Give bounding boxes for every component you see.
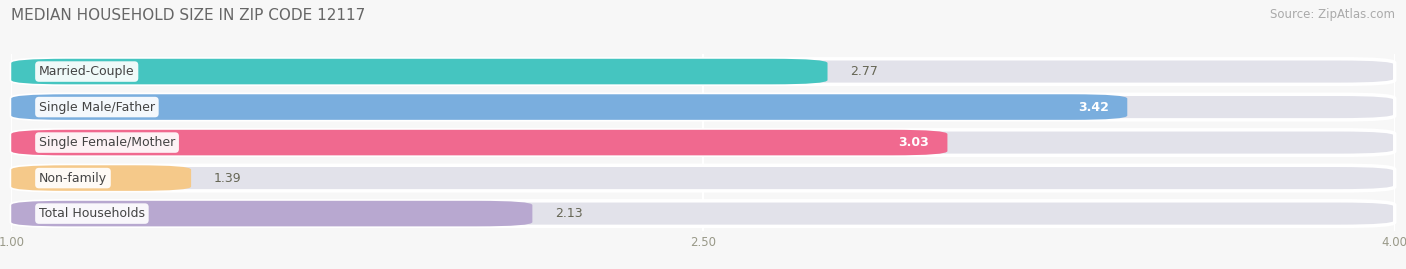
- FancyBboxPatch shape: [11, 59, 828, 84]
- Text: Source: ZipAtlas.com: Source: ZipAtlas.com: [1270, 8, 1395, 21]
- Text: 3.42: 3.42: [1078, 101, 1109, 114]
- Text: 1.39: 1.39: [214, 172, 242, 185]
- Text: 3.03: 3.03: [898, 136, 929, 149]
- FancyBboxPatch shape: [11, 94, 1395, 120]
- FancyBboxPatch shape: [11, 165, 191, 191]
- Text: Total Households: Total Households: [39, 207, 145, 220]
- FancyBboxPatch shape: [11, 94, 1128, 120]
- Text: Single Female/Mother: Single Female/Mother: [39, 136, 176, 149]
- Text: Married-Couple: Married-Couple: [39, 65, 135, 78]
- Text: Non-family: Non-family: [39, 172, 107, 185]
- Text: 2.13: 2.13: [555, 207, 583, 220]
- FancyBboxPatch shape: [11, 165, 1395, 191]
- Text: MEDIAN HOUSEHOLD SIZE IN ZIP CODE 12117: MEDIAN HOUSEHOLD SIZE IN ZIP CODE 12117: [11, 8, 366, 23]
- Text: Single Male/Father: Single Male/Father: [39, 101, 155, 114]
- FancyBboxPatch shape: [11, 130, 1395, 155]
- FancyBboxPatch shape: [11, 201, 1395, 226]
- FancyBboxPatch shape: [11, 130, 948, 155]
- Text: 2.77: 2.77: [851, 65, 879, 78]
- FancyBboxPatch shape: [11, 59, 1395, 84]
- FancyBboxPatch shape: [11, 201, 533, 226]
